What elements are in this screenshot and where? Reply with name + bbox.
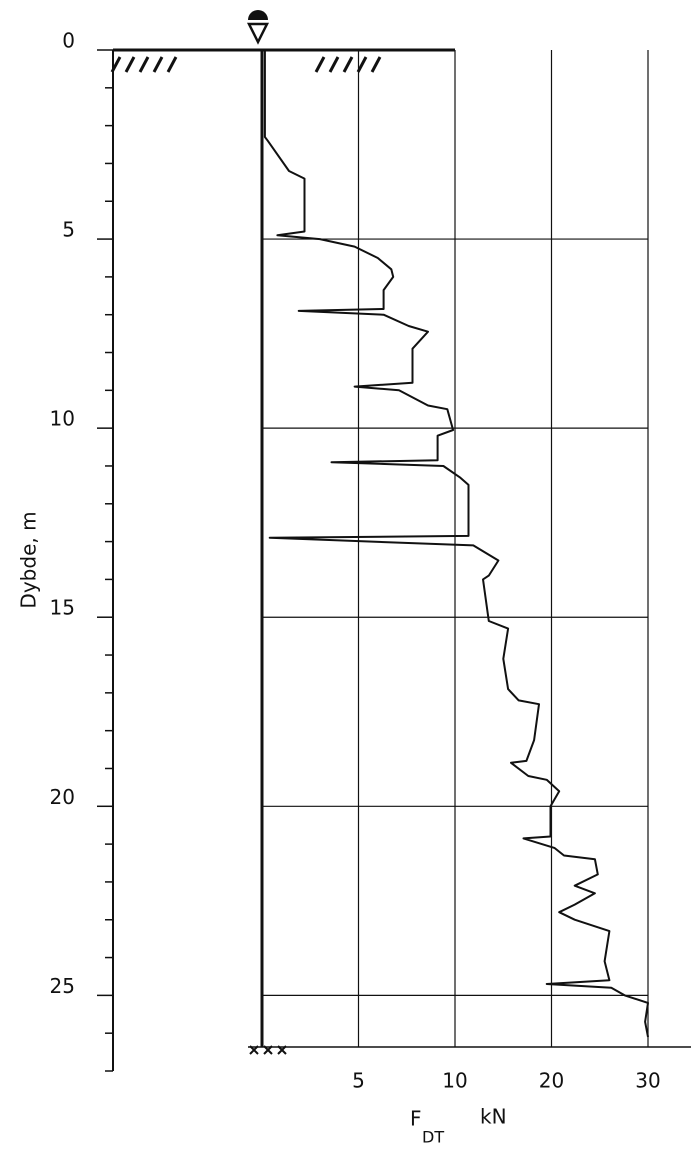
y-tick-label: 15 — [50, 596, 75, 620]
y-tick-label: 5 — [62, 218, 75, 242]
x-tick-label: 5 — [352, 1069, 365, 1093]
x-axis-unit: kN — [480, 1105, 507, 1129]
water-table-symbol — [246, 10, 270, 45]
y-tick-label: 0 — [62, 29, 75, 53]
x-axis-label-subscript: DT — [422, 1128, 444, 1147]
x-tick-label: 30 — [635, 1069, 660, 1093]
y-tick-label: 25 — [50, 974, 75, 998]
surface-hatching — [110, 56, 382, 73]
y-tick-label: 10 — [50, 407, 75, 431]
y-axis-label: Dybde, m — [17, 511, 41, 608]
x-tick-label: 10 — [442, 1069, 467, 1093]
y-tick-label: 20 — [50, 785, 75, 809]
x-tick-label: 20 — [539, 1069, 564, 1093]
force-curve — [263, 50, 649, 1038]
x-axis-label: F — [410, 1107, 422, 1131]
